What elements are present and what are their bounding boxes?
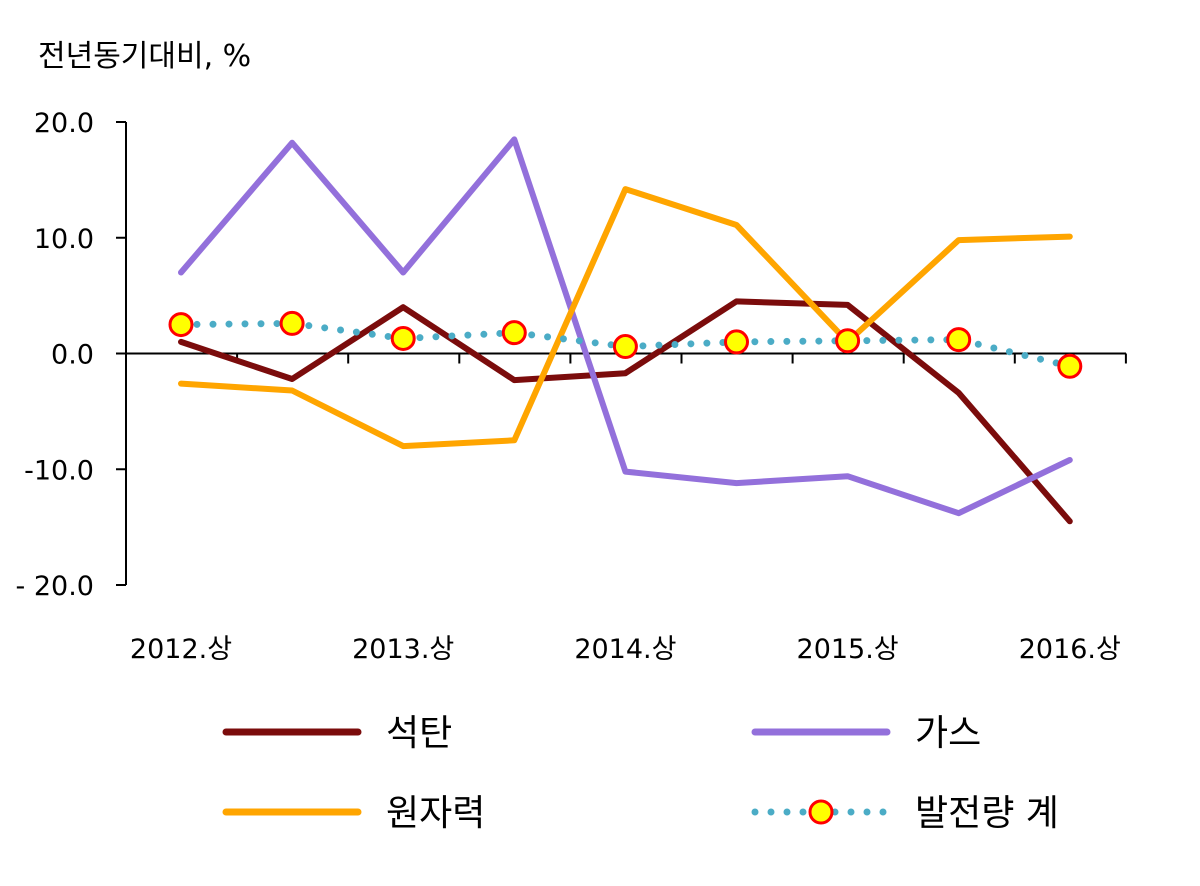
total-point-marker — [501, 320, 527, 346]
total-point-marker — [168, 312, 194, 338]
legend-item: 석탄 — [222, 713, 452, 754]
legend-label: 석탄 — [386, 713, 452, 754]
x-tick-label: 2012.상 — [130, 634, 232, 665]
legend-item: 발전량 계 — [751, 793, 1059, 834]
y-axis-title: 전년동기대비, % — [38, 39, 251, 74]
y-tick-label: - 20.0 — [16, 571, 94, 602]
total-point-marker — [835, 328, 861, 354]
y-tick-label: 20.0 — [34, 108, 94, 139]
total-point-marker — [390, 325, 416, 351]
x-tick-label: 2016.상 — [1019, 634, 1121, 665]
legend-marker — [808, 799, 834, 825]
x-tick-label: 2013.상 — [352, 634, 454, 665]
series-lines — [177, 136, 1074, 525]
legend-item: 원자력 — [222, 793, 485, 834]
x-tick-label: 2015.상 — [797, 634, 899, 665]
legend-label: 가스 — [915, 713, 981, 754]
legend-item: 가스 — [751, 713, 981, 754]
legend-label: 원자력 — [386, 793, 485, 834]
y-tick-label: 10.0 — [34, 224, 94, 255]
legend-label: 발전량 계 — [915, 793, 1059, 834]
x-tick-labels: 2012.상 2013.상 2014.상 2015.상 2016.상 — [130, 634, 1121, 665]
total-point-marker — [279, 310, 305, 336]
series-line — [178, 298, 1073, 525]
y-tick-labels: 20.0 10.0 0.0 -10.0 - 20.0 — [16, 108, 94, 602]
total-point-marker — [1057, 353, 1083, 379]
total-point-marker — [946, 327, 972, 353]
total-point-marker — [612, 334, 638, 360]
y-tick-label: 0.0 — [51, 340, 94, 371]
total-point-marker — [724, 329, 749, 355]
x-tick-label: 2014.상 — [574, 634, 676, 665]
series-line — [178, 136, 1073, 517]
series-line — [178, 186, 1073, 450]
series-markers — [168, 310, 1083, 379]
y-tick-label: -10.0 — [24, 455, 94, 486]
